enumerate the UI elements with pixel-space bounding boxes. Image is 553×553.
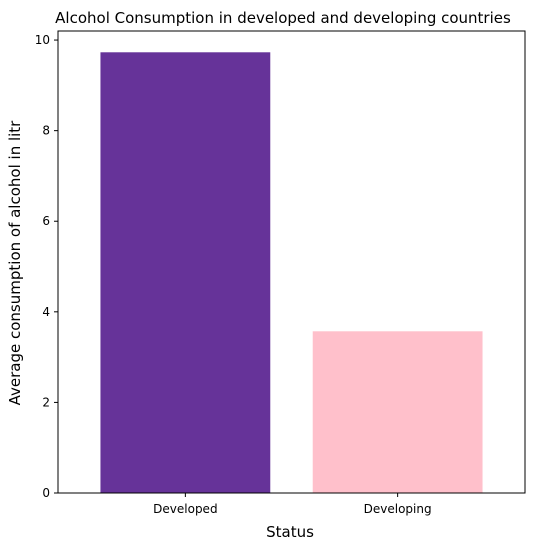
- y-tick-label: 2: [42, 395, 50, 409]
- axes-layer: 0 2 4 6 8 10 Developed Developing: [35, 30, 526, 516]
- y-axis-title: Average consumption of alcohol in litr: [6, 120, 24, 406]
- x-tick-label: Developed: [153, 502, 217, 516]
- bars-layer: [100, 52, 483, 493]
- y-tick-label: 10: [35, 33, 50, 47]
- y-tick-label: 4: [42, 305, 50, 319]
- bar-developing: [312, 331, 483, 493]
- x-axis-title: Status: [266, 523, 314, 541]
- x-tick-label: Developing: [364, 502, 432, 516]
- y-tick-label: 0: [42, 486, 50, 500]
- bar-developed: [100, 52, 271, 493]
- plot-frame: [57, 30, 526, 494]
- y-tick-label: 8: [42, 124, 50, 138]
- chart-title: Alcohol Consumption in developed and dev…: [55, 9, 511, 27]
- y-tick-label: 6: [42, 214, 50, 228]
